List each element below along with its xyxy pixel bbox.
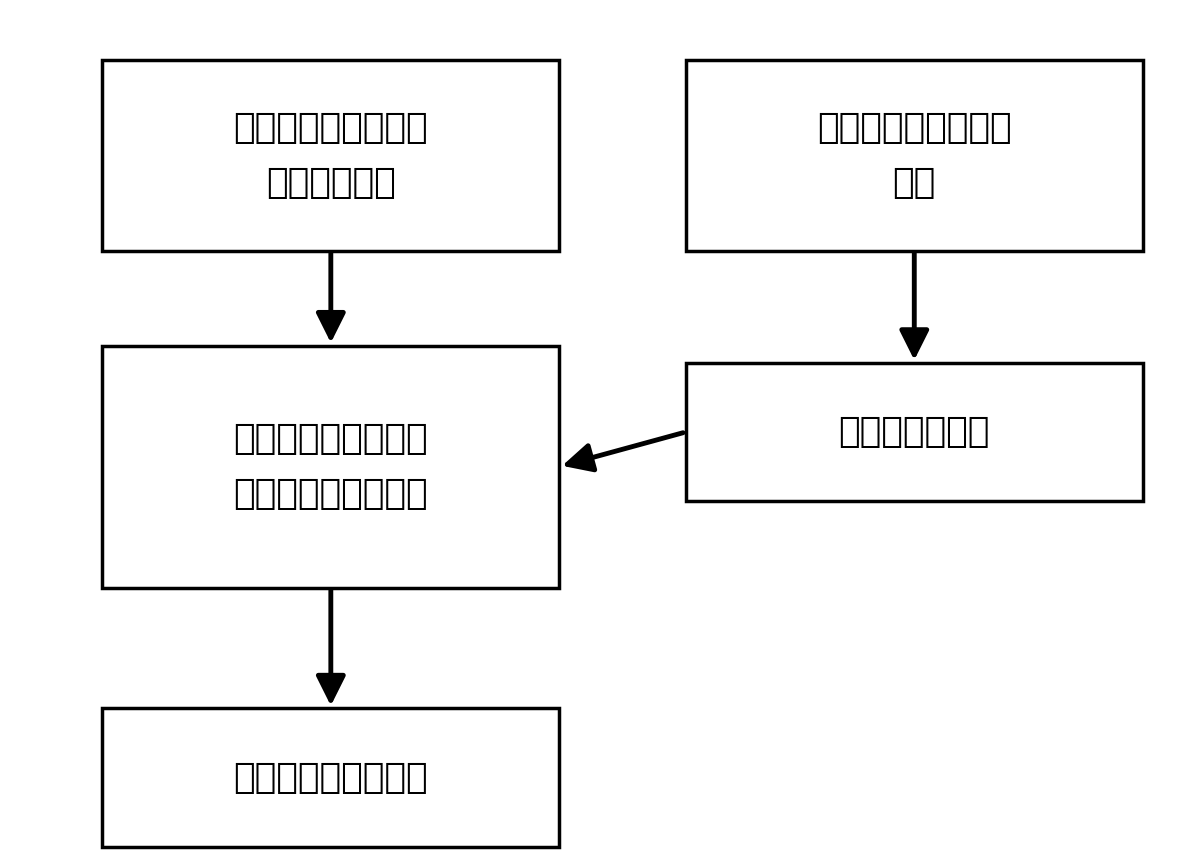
Bar xyxy=(102,708,559,847)
Text: 高光谱图像地物分类
方法: 高光谱图像地物分类 方法 xyxy=(817,111,1012,200)
Text: 得到第二层融合图像: 得到第二层融合图像 xyxy=(233,760,428,795)
Bar xyxy=(102,346,559,588)
Text: 依地物分类区域对图
像像素进行弱化处理: 依地物分类区域对图 像像素进行弱化处理 xyxy=(233,422,428,511)
Bar xyxy=(102,60,559,251)
Bar xyxy=(686,60,1143,251)
Bar xyxy=(686,363,1143,501)
Text: 第一层融合图像与高
光谱图像配准: 第一层融合图像与高 光谱图像配准 xyxy=(233,111,428,200)
Text: 非人造地物区域: 非人造地物区域 xyxy=(838,415,990,449)
